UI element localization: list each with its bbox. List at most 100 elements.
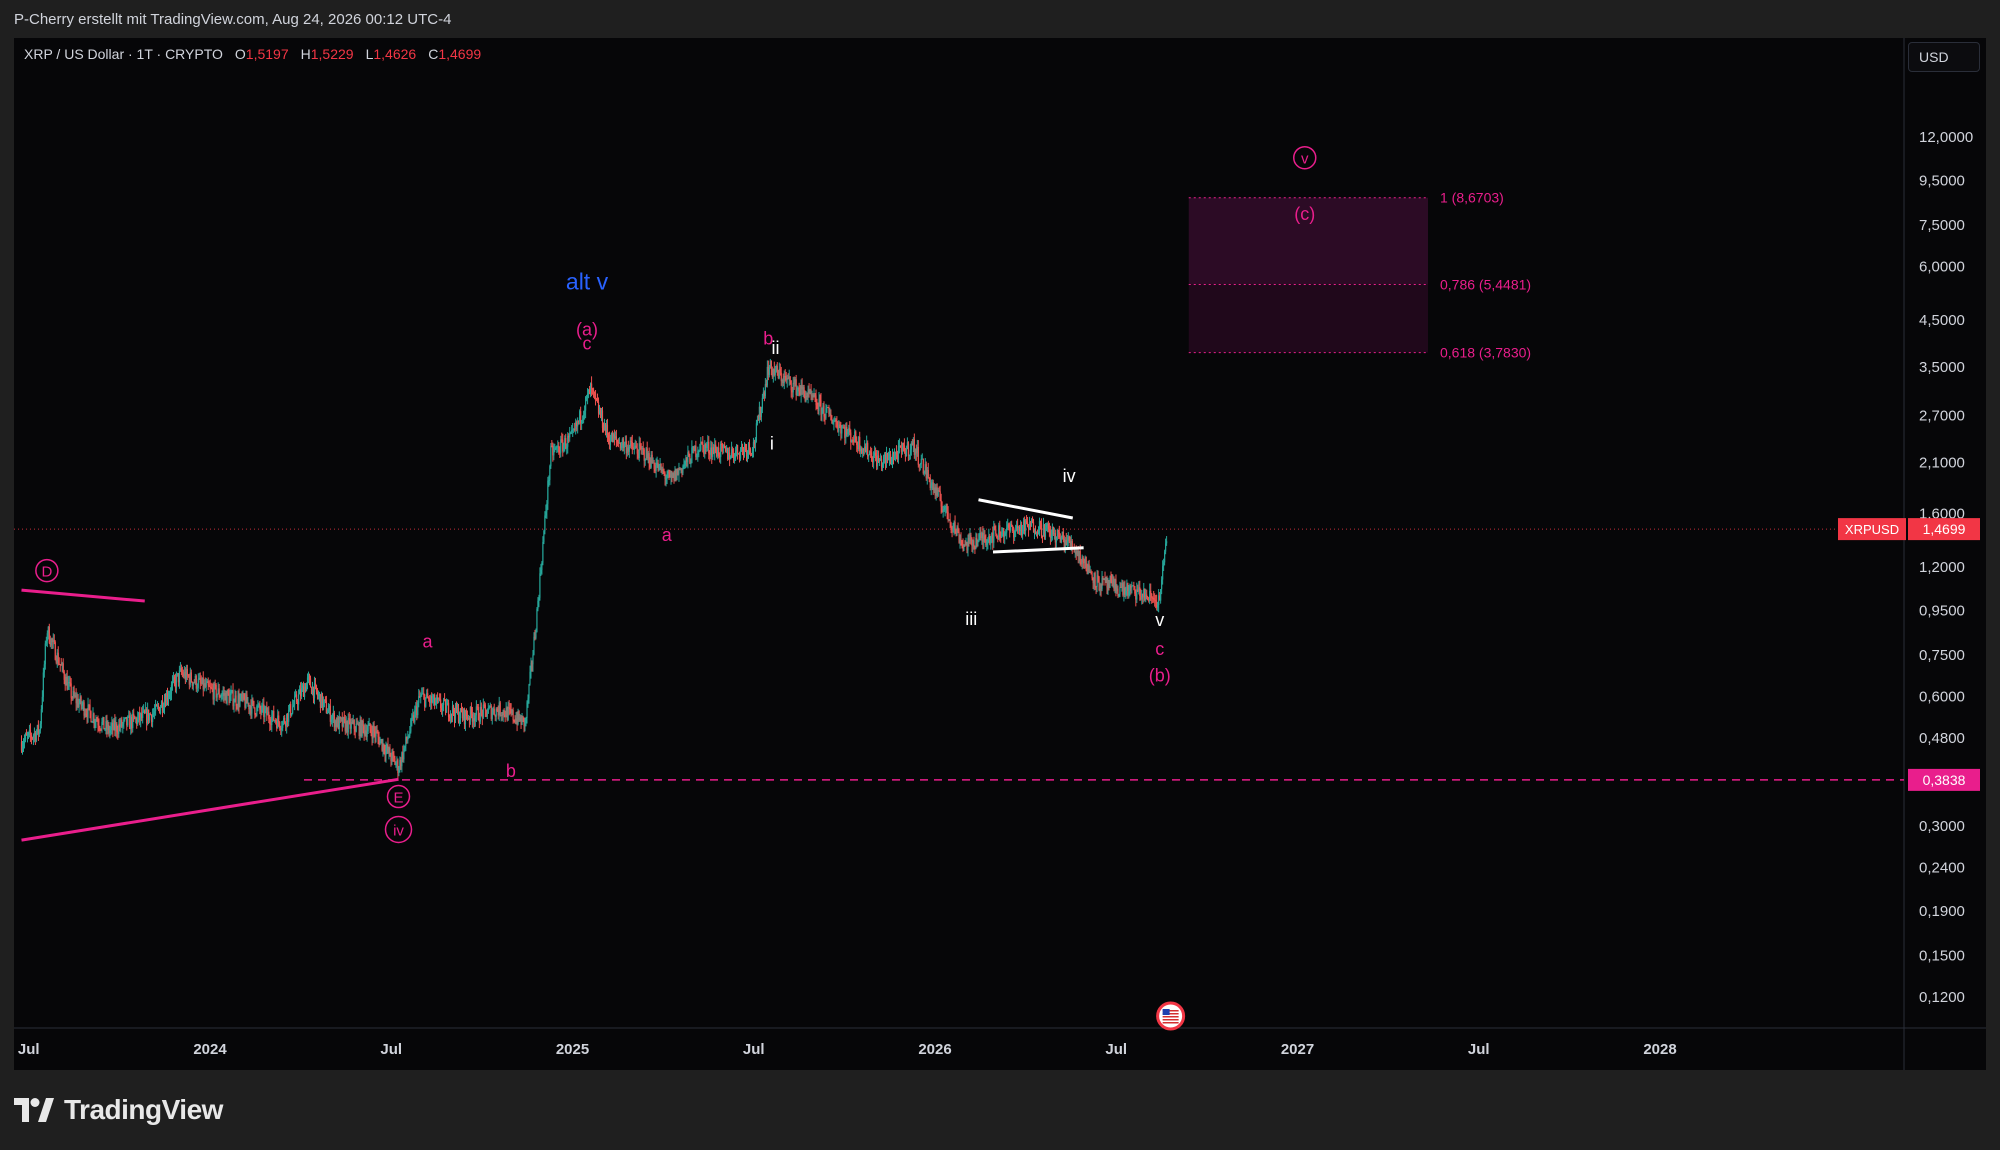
candle-body xyxy=(224,693,226,696)
candle-body xyxy=(628,446,630,452)
candle-body xyxy=(158,707,161,714)
candle-body xyxy=(445,705,448,713)
price-chart[interactable]: 1 (8,6703) 0,786 (5,4481) 0,618 (3,7830) D E… xyxy=(14,38,1986,1070)
candle-body xyxy=(929,478,931,488)
candle-body xyxy=(171,681,174,685)
candle-body xyxy=(450,713,453,716)
candle-body xyxy=(663,471,665,474)
candle-body xyxy=(95,720,97,723)
candle-body xyxy=(982,533,984,542)
candle-body xyxy=(776,365,778,372)
chart-pane[interactable]: 1 (8,6703) 0,786 (5,4481) 0,618 (3,7830) D E… xyxy=(14,38,1986,1070)
candle-body xyxy=(870,451,872,453)
candle-body xyxy=(673,472,675,481)
candle-body xyxy=(125,717,127,719)
candle-body xyxy=(671,475,673,477)
candle-body xyxy=(651,454,653,463)
candle-body xyxy=(257,705,259,707)
candle-body xyxy=(20,742,23,751)
candle-body xyxy=(659,463,661,465)
candle-body xyxy=(909,449,911,455)
candle-body xyxy=(292,706,294,714)
candle-body xyxy=(828,407,830,415)
candle-body xyxy=(633,446,635,450)
candle-body xyxy=(197,679,199,688)
symbol-name[interactable]: XRP / US Dollar · 1T · CRYPTO xyxy=(24,46,223,62)
candle-body xyxy=(152,713,155,715)
candle-body xyxy=(1063,538,1065,549)
candle-body xyxy=(459,708,462,719)
candle-body xyxy=(361,720,363,737)
time-axis-label: Jul xyxy=(1105,1041,1127,1058)
candle-body xyxy=(572,429,574,431)
candle-body xyxy=(58,663,60,665)
candle-body xyxy=(576,422,578,427)
candle-body xyxy=(649,464,651,468)
candle-body xyxy=(1154,599,1156,601)
candle-body xyxy=(1101,577,1103,590)
candle-body xyxy=(325,700,327,714)
candle-body xyxy=(145,709,147,714)
close-key: C xyxy=(428,46,439,62)
candle-body xyxy=(479,706,481,722)
candle-body xyxy=(692,446,694,448)
candle-body xyxy=(914,449,916,455)
tradingview-logo[interactable]: TradingView xyxy=(14,1094,223,1126)
candle-body xyxy=(931,482,933,485)
candle-body xyxy=(252,699,254,701)
candle-body xyxy=(1044,527,1047,538)
fib-level-label: 0,786 (5,4481) xyxy=(1440,276,1531,292)
candle-body xyxy=(1059,537,1061,543)
candle-body xyxy=(951,526,953,530)
wave-label-circle xyxy=(386,784,411,809)
candle-body xyxy=(1148,600,1150,602)
candle-body xyxy=(661,468,663,472)
candle-body xyxy=(662,468,664,472)
candle-body xyxy=(839,424,841,426)
price-axis-label: 7,5000 xyxy=(1919,217,1965,234)
wave-label: E xyxy=(393,790,403,807)
price-axis-label: 6,0000 xyxy=(1919,258,1965,275)
candle-body xyxy=(904,451,907,457)
candle-body xyxy=(1082,557,1084,563)
candle-body xyxy=(454,704,457,720)
candle-body xyxy=(881,462,884,468)
candle-body xyxy=(1035,532,1038,535)
candle-body xyxy=(87,704,89,718)
candle-body xyxy=(901,443,904,452)
candle-body xyxy=(801,385,803,390)
candle-body xyxy=(737,453,740,455)
candle-body xyxy=(478,719,480,722)
candle-body xyxy=(1116,588,1118,592)
candle-body xyxy=(668,471,670,474)
candle-body xyxy=(237,695,239,707)
price-axis-label: 0,2400 xyxy=(1919,860,1965,877)
time-axis-label: 2024 xyxy=(193,1041,227,1058)
candle-body xyxy=(1089,571,1091,573)
candle-body xyxy=(129,715,131,730)
price-axis-label: 9,5000 xyxy=(1919,173,1965,190)
candle-body xyxy=(403,748,405,760)
candle-body xyxy=(781,379,783,382)
candle-body xyxy=(942,510,944,513)
candle-body xyxy=(672,472,674,477)
candle-body xyxy=(857,445,859,450)
candle-body xyxy=(647,453,649,459)
candle-body xyxy=(510,709,512,714)
candle-body xyxy=(802,387,804,390)
candle-body xyxy=(458,718,461,722)
currency-selector[interactable]: USD xyxy=(1908,42,1980,72)
candle-body xyxy=(259,703,261,710)
candle-body xyxy=(1010,524,1012,531)
candle-body xyxy=(214,683,216,685)
candle-body xyxy=(258,703,260,706)
candle-body xyxy=(565,438,567,449)
candle-body xyxy=(122,723,124,727)
candle-body xyxy=(367,725,369,732)
candle-body xyxy=(733,457,736,459)
candle-body xyxy=(1095,586,1097,588)
candle-body xyxy=(44,643,46,665)
candle-body xyxy=(1049,530,1052,539)
candle-body xyxy=(741,446,744,449)
candle-body xyxy=(349,718,351,729)
